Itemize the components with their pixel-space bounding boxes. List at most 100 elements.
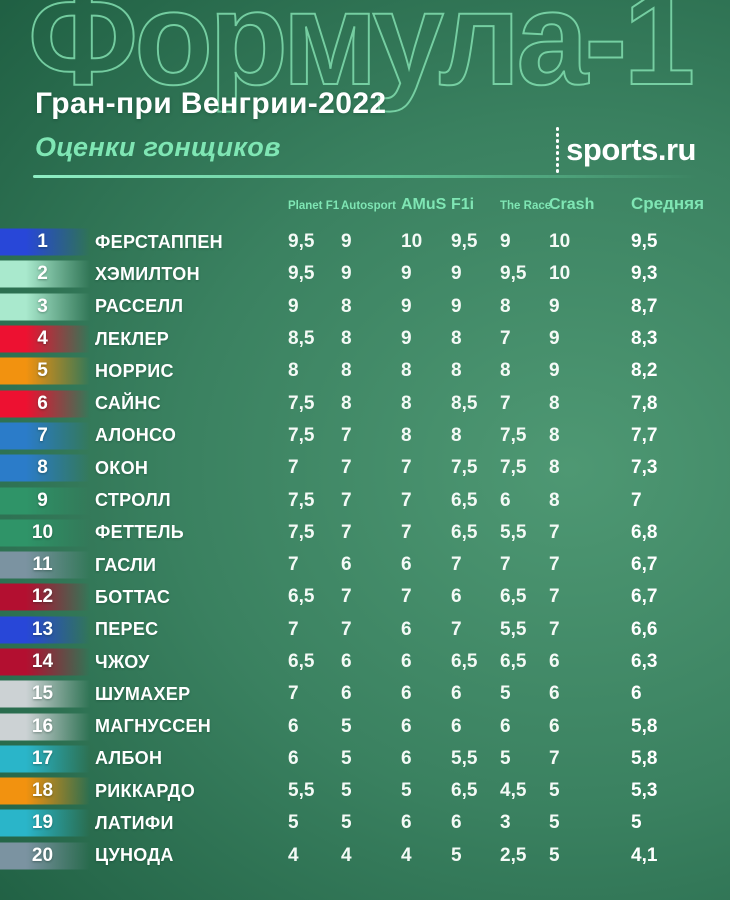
position-cell: 17 <box>0 743 100 775</box>
score-the-race: 7,5 <box>500 424 527 446</box>
position-number: 11 <box>32 554 53 576</box>
driver-name: ПЕРЕС <box>95 619 159 640</box>
team-color-bar <box>0 390 100 418</box>
score-amus: 9 <box>401 263 412 285</box>
score-autosport: 7 <box>341 586 352 608</box>
driver-name: САЙНС <box>95 393 161 414</box>
score-average: 5,8 <box>631 715 658 737</box>
page-subtitle: Оценки гонщиков <box>35 132 281 162</box>
score-crash: 6 <box>549 651 560 672</box>
score-crash: 9 <box>549 295 560 317</box>
score-autosport: 8 <box>341 328 352 350</box>
score-f1i: 6,5 <box>451 651 478 672</box>
score-average: 6,7 <box>631 586 658 608</box>
header-divider <box>33 175 697 178</box>
score-crash: 7 <box>549 747 560 769</box>
table-row: 7 АЛОНСО 7,5 7 8 8 7,5 8 7,7 <box>0 420 730 452</box>
score-f1i: 8 <box>451 360 462 382</box>
score-autosport: 5 <box>341 715 352 737</box>
score-autosport: 7 <box>341 618 352 640</box>
position-cell: 8 <box>0 452 100 484</box>
score-the-race: 9,5 <box>500 263 527 285</box>
score-amus: 5 <box>401 780 412 802</box>
table-row: 14 ЧЖОУ 6,5 6 6 6,5 6,5 6 6,3 <box>0 646 730 678</box>
score-the-race: 6 <box>500 489 511 511</box>
score-planet-f1: 9 <box>288 295 299 317</box>
score-planet-f1: 4 <box>288 844 299 866</box>
score-average: 6,8 <box>631 521 658 543</box>
position-number: 19 <box>31 812 54 834</box>
score-the-race: 5 <box>500 683 511 705</box>
score-autosport: 7 <box>341 457 352 479</box>
score-f1i: 6 <box>451 812 462 834</box>
team-color-bar <box>0 680 100 708</box>
position-cell: 14 <box>0 646 100 678</box>
score-planet-f1: 6,5 <box>288 586 315 608</box>
score-average: 4,1 <box>631 844 658 866</box>
score-crash: 7 <box>549 554 560 576</box>
score-amus: 7 <box>401 457 412 479</box>
position-cell: 9 <box>0 484 100 516</box>
score-average: 7,7 <box>631 424 658 446</box>
score-crash: 9 <box>549 328 560 350</box>
driver-name: НОРРИС <box>95 360 174 381</box>
position-cell: 15 <box>0 678 100 710</box>
score-autosport: 9 <box>341 263 352 285</box>
score-f1i: 9 <box>451 263 462 285</box>
score-planet-f1: 7 <box>288 554 299 576</box>
score-f1i: 5 <box>451 844 462 866</box>
driver-name: АЛБОН <box>95 748 163 769</box>
score-average: 8,7 <box>631 295 658 317</box>
score-amus: 7 <box>401 586 412 608</box>
table-row: 3 РАССЕЛЛ 9 8 9 9 8 9 8,7 <box>0 291 730 323</box>
score-average: 5 <box>631 812 642 834</box>
score-f1i: 6 <box>451 683 462 705</box>
score-the-race: 5,5 <box>500 618 527 640</box>
team-color-bar <box>0 260 100 288</box>
column-header-f1i: F1i <box>451 196 475 213</box>
score-crash: 6 <box>549 715 560 737</box>
position-number: 1 <box>37 231 48 253</box>
position-cell: 11 <box>0 549 100 581</box>
team-color-bar <box>0 454 100 482</box>
table-row: 12 БОТТАС 6,5 7 7 6 6,5 7 6,7 <box>0 581 730 613</box>
score-f1i: 8,5 <box>451 392 478 414</box>
score-autosport: 7 <box>341 521 352 543</box>
score-the-race: 7 <box>500 554 511 576</box>
table-row: 11 ГАСЛИ 7 6 6 7 7 7 6,7 <box>0 549 730 581</box>
score-amus: 10 <box>401 231 423 253</box>
score-amus: 9 <box>401 328 412 350</box>
background-outline-title: Формула-1 <box>27 0 696 113</box>
score-planet-f1: 6 <box>288 747 299 769</box>
driver-name: РАССЕЛЛ <box>95 296 184 317</box>
logo-dots-icon <box>555 127 560 173</box>
position-number: 3 <box>37 295 48 317</box>
score-average: 8,2 <box>631 360 658 382</box>
score-planet-f1: 8 <box>288 360 299 382</box>
score-the-race: 5,5 <box>500 521 527 543</box>
sports-ru-logo: sports.ru <box>555 127 696 173</box>
score-amus: 8 <box>401 360 412 382</box>
driver-name: РИККАРДО <box>95 780 196 801</box>
position-number: 4 <box>37 328 48 350</box>
score-f1i: 6,5 <box>451 489 478 511</box>
driver-name: ШУМАХЕР <box>95 683 191 704</box>
table-row: 8 ОКОН 7 7 7 7,5 7,5 8 7,3 <box>0 452 730 484</box>
table-row: 9 СТРОЛЛ 7,5 7 7 6,5 6 8 7 <box>0 484 730 516</box>
driver-name: ЧЖОУ <box>95 651 150 672</box>
score-f1i: 7 <box>451 618 462 640</box>
score-the-race: 8 <box>500 360 511 382</box>
score-planet-f1: 9,5 <box>288 231 315 253</box>
column-header-crash: Crash <box>549 196 595 213</box>
position-number: 10 <box>31 521 54 543</box>
position-cell: 1 <box>0 226 100 258</box>
position-cell: 5 <box>0 355 100 387</box>
position-cell: 18 <box>0 775 100 807</box>
score-planet-f1: 7,5 <box>288 521 315 543</box>
score-f1i: 6,5 <box>451 780 478 802</box>
team-color-bar <box>0 325 100 353</box>
score-amus: 6 <box>401 747 412 769</box>
score-crash: 8 <box>549 392 560 414</box>
score-planet-f1: 7 <box>288 457 299 479</box>
score-planet-f1: 7,5 <box>288 392 315 414</box>
